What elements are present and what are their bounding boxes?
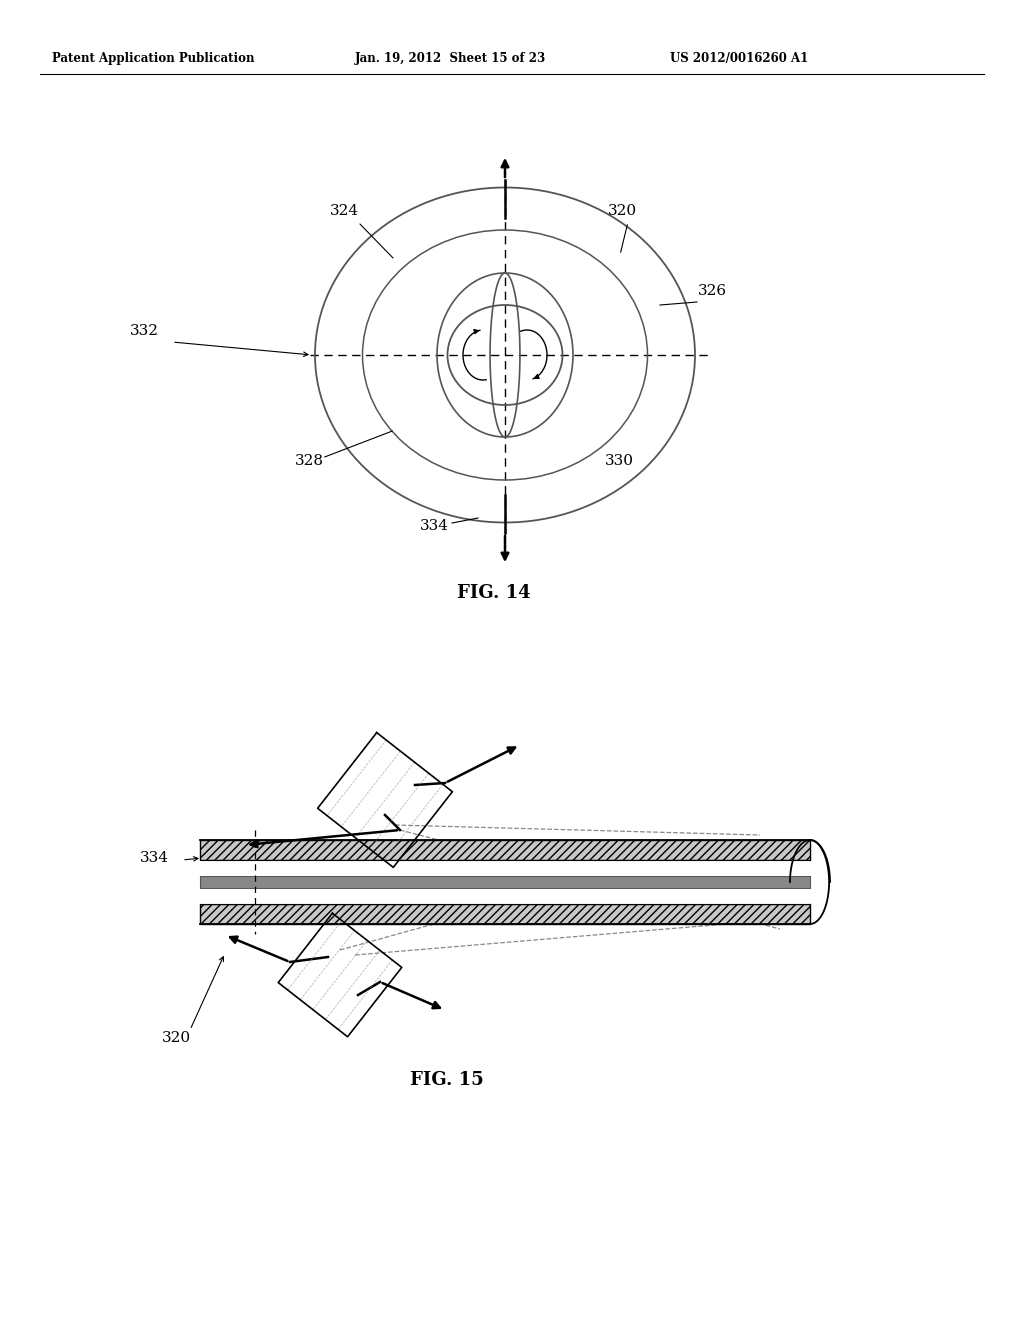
Text: 330: 330: [605, 454, 634, 469]
Text: 332: 332: [130, 323, 159, 338]
Bar: [200, 904, 810, 924]
Text: FIG. 15: FIG. 15: [410, 1071, 483, 1089]
Bar: [200, 876, 810, 888]
Text: Jan. 19, 2012  Sheet 15 of 23: Jan. 19, 2012 Sheet 15 of 23: [355, 51, 546, 65]
Text: Patent Application Publication: Patent Application Publication: [52, 51, 255, 65]
Text: FIG. 14: FIG. 14: [457, 583, 530, 602]
Text: 320: 320: [162, 1031, 191, 1045]
Text: US 2012/0016260 A1: US 2012/0016260 A1: [670, 51, 808, 65]
Bar: [200, 861, 810, 876]
Text: 334: 334: [140, 851, 169, 865]
Bar: [200, 840, 810, 861]
Bar: [200, 888, 810, 904]
Text: 324: 324: [330, 205, 359, 218]
Text: 320: 320: [608, 205, 637, 218]
Text: 328: 328: [295, 454, 324, 469]
Text: 326: 326: [698, 284, 727, 298]
Text: 334: 334: [420, 519, 449, 533]
